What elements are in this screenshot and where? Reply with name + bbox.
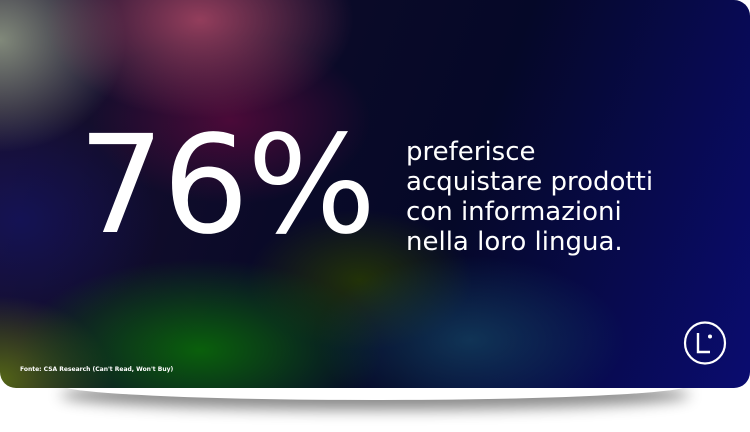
stat-line: con informazioni xyxy=(406,197,622,227)
stat-line: nella loro lingua. xyxy=(406,227,623,257)
stat-line: preferisce xyxy=(406,137,536,167)
circle-L-logo-icon xyxy=(683,321,727,365)
source-note: Fonte: CSA Research (Can't Read, Won't B… xyxy=(20,366,174,373)
stat-card: 76% preferisce acquistare prodotti con i… xyxy=(0,0,750,388)
stat-line: acquistare prodotti xyxy=(406,167,654,197)
stat-description: preferisce acquistare prodotti con infor… xyxy=(406,137,653,257)
stat-percentage: 76% xyxy=(78,107,376,265)
